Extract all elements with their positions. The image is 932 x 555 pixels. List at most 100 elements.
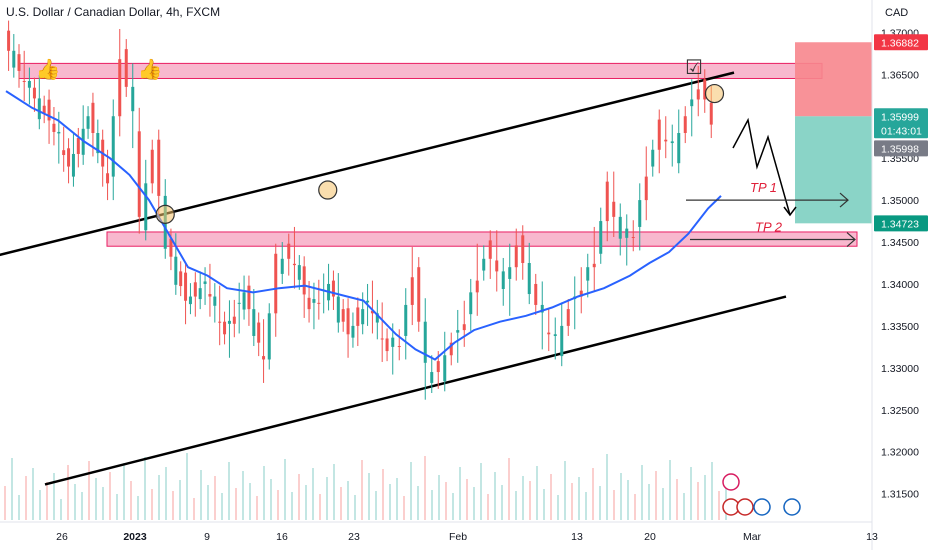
volume-bar bbox=[368, 473, 370, 520]
volume-bar bbox=[571, 483, 573, 520]
volume-layer bbox=[4, 453, 727, 520]
volume-bar bbox=[18, 495, 20, 520]
candle-body bbox=[651, 149, 655, 167]
volume-bar bbox=[361, 460, 363, 520]
volume-bar bbox=[424, 456, 426, 520]
candle-body bbox=[118, 59, 122, 117]
volume-bar bbox=[347, 481, 349, 520]
candle-body bbox=[198, 288, 202, 300]
y-tick-label: 1.34500 bbox=[881, 237, 919, 249]
volume-bar bbox=[172, 491, 174, 520]
take-profit-box bbox=[795, 116, 872, 224]
price-tag-label: 1.36882 bbox=[881, 37, 919, 49]
volume-bar bbox=[137, 496, 139, 520]
candle-body bbox=[227, 320, 231, 324]
volume-bar bbox=[53, 473, 55, 520]
x-tick-label: 13 bbox=[866, 531, 878, 543]
candle-body bbox=[223, 321, 227, 335]
candle-body bbox=[380, 338, 384, 340]
price-tag bbox=[874, 140, 928, 157]
candle-body bbox=[495, 260, 499, 272]
candle-body bbox=[475, 280, 479, 293]
candle-body bbox=[7, 30, 11, 51]
volume-bar bbox=[256, 496, 258, 520]
volume-bar bbox=[452, 493, 454, 520]
x-tick-label: 2023 bbox=[123, 531, 147, 543]
volume-bar bbox=[375, 491, 377, 520]
volume-bar bbox=[193, 498, 195, 520]
candle-body bbox=[508, 267, 512, 279]
volume-bar bbox=[480, 463, 482, 520]
volume-bar bbox=[46, 482, 48, 520]
candle-body bbox=[144, 183, 148, 231]
volume-bar bbox=[354, 495, 356, 520]
candle-body bbox=[677, 133, 681, 164]
volume-bar bbox=[228, 462, 230, 520]
candle-body bbox=[599, 221, 603, 254]
volume-bar bbox=[445, 482, 447, 520]
volume-bar bbox=[473, 487, 475, 520]
candle-body bbox=[709, 102, 713, 125]
volume-bar bbox=[284, 459, 286, 520]
volume-bar bbox=[249, 483, 251, 520]
candle-body bbox=[131, 86, 135, 112]
candle-body bbox=[307, 297, 311, 310]
volume-bar bbox=[298, 474, 300, 520]
y-tick-label: 1.34000 bbox=[881, 279, 919, 291]
candle-body bbox=[37, 98, 41, 120]
annotation-layer: TP 1 TP 2 👍 👍 ☑ bbox=[36, 57, 856, 516]
volume-bar bbox=[123, 463, 125, 520]
candle-body bbox=[346, 308, 350, 335]
volume-bar bbox=[711, 462, 713, 520]
volume-bar bbox=[662, 488, 664, 520]
x-tick-label: Feb bbox=[449, 531, 467, 543]
x-tick-label: 23 bbox=[348, 531, 360, 543]
candle-body bbox=[703, 79, 707, 100]
candle-body bbox=[612, 201, 616, 217]
candle-body bbox=[22, 81, 26, 82]
volume-bar bbox=[214, 476, 216, 520]
candle-body bbox=[67, 148, 71, 167]
volume-bar bbox=[305, 485, 307, 520]
candle-body bbox=[247, 285, 251, 310]
tp-label: TP 1 bbox=[750, 180, 777, 195]
ma-layer bbox=[5, 90, 722, 361]
candle-body bbox=[76, 138, 80, 154]
candle-body bbox=[280, 258, 284, 274]
country-flag-icon bbox=[736, 498, 754, 516]
candle-body bbox=[32, 87, 36, 99]
countdown-label: 01:43:01 bbox=[881, 125, 922, 137]
volume-bar bbox=[333, 464, 335, 520]
volume-bar bbox=[200, 470, 202, 520]
candle-body bbox=[696, 89, 700, 100]
volume-bar bbox=[690, 467, 692, 520]
volume-bar bbox=[501, 485, 503, 520]
volume-bar bbox=[11, 458, 13, 520]
volume-bar bbox=[508, 458, 510, 520]
candle-body bbox=[625, 228, 629, 238]
channel-upper-line bbox=[0, 71, 735, 257]
candle-body bbox=[27, 81, 31, 88]
candle-body bbox=[262, 356, 266, 360]
candle-body bbox=[188, 296, 192, 305]
thumbs-up-icon: 👍 bbox=[36, 57, 61, 81]
candle-body bbox=[566, 309, 570, 326]
candle-body bbox=[586, 267, 590, 281]
x-tick-label: 20 bbox=[644, 531, 656, 543]
candle-body bbox=[592, 263, 596, 268]
candle-body bbox=[618, 216, 622, 239]
candle-body bbox=[237, 302, 241, 304]
touch-circle bbox=[155, 204, 175, 224]
volume-bar bbox=[725, 478, 727, 520]
chart-title: U.S. Dollar / Canadian Dollar, 4h, FXCM bbox=[6, 5, 221, 19]
candle-body bbox=[683, 116, 687, 133]
candle-body bbox=[331, 280, 335, 297]
x-tick-label: 26 bbox=[56, 531, 68, 543]
y-tick-label: 1.32000 bbox=[881, 447, 919, 459]
volume-bar bbox=[459, 467, 461, 520]
candle-body bbox=[631, 237, 635, 238]
candle-body bbox=[638, 200, 642, 227]
candle-body bbox=[436, 361, 440, 373]
